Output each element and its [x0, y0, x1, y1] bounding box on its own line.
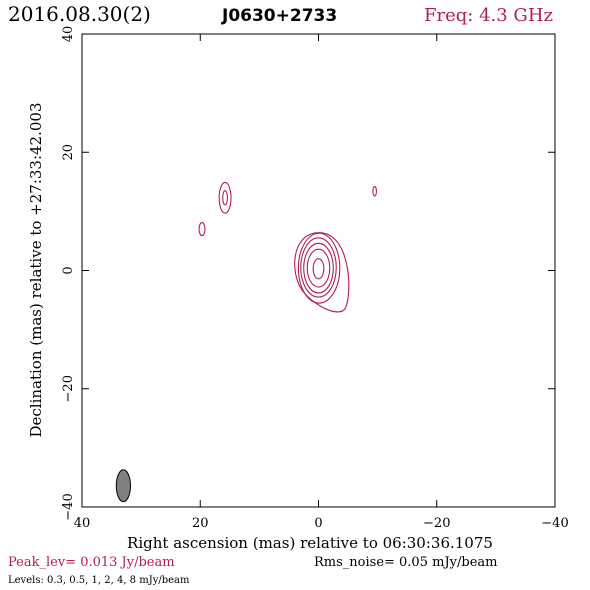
contour-line	[303, 242, 334, 294]
y-tick-labels: −40 −20 0 20 40	[61, 26, 76, 521]
x-tick-label: 20	[192, 516, 209, 531]
x-tick-label: −40	[541, 516, 568, 531]
y-tick-label: −40	[61, 493, 76, 520]
y-tick-label: 0	[61, 266, 76, 274]
contour-line	[297, 232, 341, 304]
peak-level: Peak_lev= 0.013 Jy/beam	[8, 555, 175, 570]
contour-line	[306, 248, 331, 288]
contour-line	[300, 237, 337, 298]
y-tick-label: 20	[61, 144, 76, 161]
axis-ticks	[81, 33, 556, 508]
source-name: J0630+2733	[221, 6, 337, 26]
x-axis-title: Right ascension (mas) relative to 06:30:…	[127, 534, 493, 552]
plot-frame	[81, 33, 556, 508]
contour-group	[198, 181, 377, 313]
contour-line	[312, 258, 325, 280]
x-tick-labels: 40 20 0 −20 −40	[74, 516, 569, 531]
beam-ellipse	[115, 469, 131, 503]
y-axis-title: Declination (mas) relative to +27:33:42.…	[27, 102, 45, 437]
x-tick-label: −20	[423, 516, 450, 531]
contour-line	[222, 190, 228, 206]
contour-line	[218, 181, 232, 214]
x-tick-label: 40	[74, 516, 91, 531]
contour-levels: Levels: 0.3, 0.5, 1, 2, 4, 8 mJy/beam	[8, 575, 190, 586]
contour-line	[372, 185, 377, 197]
epoch-date: 2016.08.30(2)	[8, 2, 151, 26]
beam-ellipse-group	[115, 469, 131, 503]
y-tick-label: 40	[61, 26, 76, 43]
rms-noise: Rms_noise= 0.05 mJy/beam	[314, 555, 497, 570]
frequency-label: Freq: 4.3 GHz	[424, 5, 553, 26]
y-tick-label: −20	[61, 375, 76, 402]
contour-line	[198, 222, 206, 237]
x-tick-label: 0	[314, 516, 322, 531]
contour-line	[294, 232, 350, 313]
